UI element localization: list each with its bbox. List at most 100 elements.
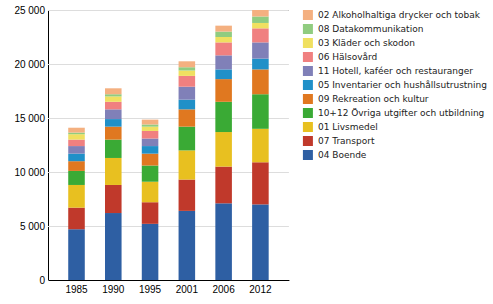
legend-label: 08 Datakommunikation bbox=[318, 24, 423, 34]
bar-segment bbox=[68, 133, 85, 135]
bar-segment bbox=[105, 127, 122, 140]
bar-series bbox=[68, 10, 268, 133]
bar-segment bbox=[215, 167, 232, 204]
bar-series bbox=[68, 23, 268, 140]
y-tick-label: 0 bbox=[39, 275, 45, 286]
bar-segment bbox=[179, 180, 196, 211]
bar-segment bbox=[68, 134, 85, 139]
bar-segment bbox=[105, 96, 122, 101]
bar-segment bbox=[142, 131, 159, 139]
y-axis-line bbox=[49, 11, 289, 281]
legend: 02 Alkoholhaltiga drycker och tobak 08 Da… bbox=[303, 10, 487, 160]
legend-item: 02 Alkoholhaltiga drycker och tobak bbox=[303, 10, 481, 20]
y-tick: 15 000 bbox=[14, 113, 289, 124]
x-tick-label: 1985 bbox=[65, 284, 88, 295]
x-tick-label: 1990 bbox=[102, 284, 125, 295]
bar-segment bbox=[252, 28, 269, 42]
y-tick: 25 000 bbox=[14, 5, 289, 16]
bar-segment bbox=[142, 166, 159, 182]
x-tick: 2001 bbox=[176, 280, 199, 295]
bar-segment bbox=[252, 10, 269, 16]
bar-segment bbox=[105, 140, 122, 158]
y-tick-label: 15 000 bbox=[14, 113, 45, 124]
bar-segment bbox=[142, 182, 159, 203]
x-tick-label: 1995 bbox=[139, 284, 162, 295]
bar-segment bbox=[142, 124, 159, 126]
legend-swatch bbox=[303, 150, 313, 160]
bar-segment bbox=[179, 150, 196, 179]
bar-segment bbox=[142, 224, 159, 280]
legend-item: 06 Hälsovård bbox=[303, 52, 377, 62]
bar-segment bbox=[179, 100, 196, 110]
legend-label: 09 Rekreation och kultur bbox=[318, 94, 429, 104]
bar-segment bbox=[179, 67, 196, 70]
legend-label: 10+12 Övriga utgifter och utbildning bbox=[318, 108, 484, 118]
legend-item: 04 Boende bbox=[303, 150, 367, 160]
bar-segment bbox=[252, 162, 269, 204]
x-tick-label: 2006 bbox=[212, 284, 235, 295]
legend-swatch bbox=[303, 66, 313, 76]
bar-segment bbox=[215, 26, 232, 32]
legend-label: 01 Livsmedel bbox=[318, 122, 378, 132]
bar-segment bbox=[252, 94, 269, 129]
legend-item: 10+12 Övriga utgifter och utbildning bbox=[303, 108, 484, 118]
bar-segment bbox=[105, 213, 122, 280]
bar-segment bbox=[179, 70, 196, 75]
bar-segment bbox=[105, 109, 122, 119]
bar-segment bbox=[142, 154, 159, 166]
bar-segment bbox=[215, 203, 232, 280]
bar-segment bbox=[142, 127, 159, 131]
bar-segment bbox=[142, 146, 159, 154]
legend-swatch bbox=[303, 108, 313, 118]
bars bbox=[68, 10, 268, 280]
bar-segment bbox=[68, 154, 85, 162]
bar-segment bbox=[215, 69, 232, 79]
legend-label: 06 Hälsovård bbox=[318, 52, 377, 62]
legend-swatch bbox=[303, 24, 313, 34]
bar-segment bbox=[179, 211, 196, 280]
legend-label: 05 Inventarier och hushållsutrustning bbox=[318, 80, 487, 90]
legend-item: 11 Hotell, kaféer och restauranger bbox=[303, 66, 473, 76]
bar-segment bbox=[105, 119, 122, 127]
bar-segment bbox=[68, 185, 85, 208]
y-tick-label: 20 000 bbox=[14, 59, 45, 70]
bar-segment bbox=[215, 79, 232, 102]
bar-segment bbox=[142, 120, 159, 125]
x-tick: 2006 bbox=[212, 280, 235, 295]
legend-label: 03 Kläder och skodon bbox=[318, 38, 415, 48]
bar-segment bbox=[252, 16, 269, 22]
bar-segment bbox=[105, 88, 122, 94]
x-tick: 1990 bbox=[102, 280, 125, 295]
bar-segment bbox=[252, 59, 269, 70]
legend-swatch bbox=[303, 38, 313, 48]
x-axis: 1985 1990 1995 2001 2006 2012 bbox=[49, 280, 290, 295]
bar-segment bbox=[215, 102, 232, 132]
legend-label: 04 Boende bbox=[318, 150, 367, 160]
plot: 05 00010 00015 00020 00025 0001985199019… bbox=[14, 5, 289, 295]
bar-segment bbox=[252, 23, 269, 28]
bar-segment bbox=[68, 171, 85, 185]
x-tick: 2012 bbox=[249, 280, 272, 295]
bar-segment bbox=[215, 32, 232, 37]
bar-segment bbox=[215, 132, 232, 167]
x-tick-label: 2012 bbox=[249, 284, 272, 295]
bar-segment bbox=[68, 146, 85, 154]
legend-item: 03 Kläder och skodon bbox=[303, 38, 415, 48]
bar-segment bbox=[68, 128, 85, 133]
y-tick-label: 5 000 bbox=[20, 221, 45, 232]
legend-label: 11 Hotell, kaféer och restauranger bbox=[318, 66, 473, 76]
bar-segment bbox=[215, 55, 232, 69]
bar-segment bbox=[252, 129, 269, 162]
bar-segment bbox=[105, 185, 122, 213]
bar-segment bbox=[142, 139, 159, 147]
y-tick-label: 10 000 bbox=[14, 167, 45, 178]
bar-series bbox=[68, 162, 268, 229]
bar-segment bbox=[105, 102, 122, 110]
bar-series bbox=[68, 59, 268, 162]
legend-swatch bbox=[303, 52, 313, 62]
bar-segment bbox=[179, 127, 196, 151]
bar-segment bbox=[68, 229, 85, 280]
bar-segment bbox=[179, 87, 196, 100]
bar-segment bbox=[179, 61, 196, 67]
bar-segment bbox=[68, 140, 85, 146]
